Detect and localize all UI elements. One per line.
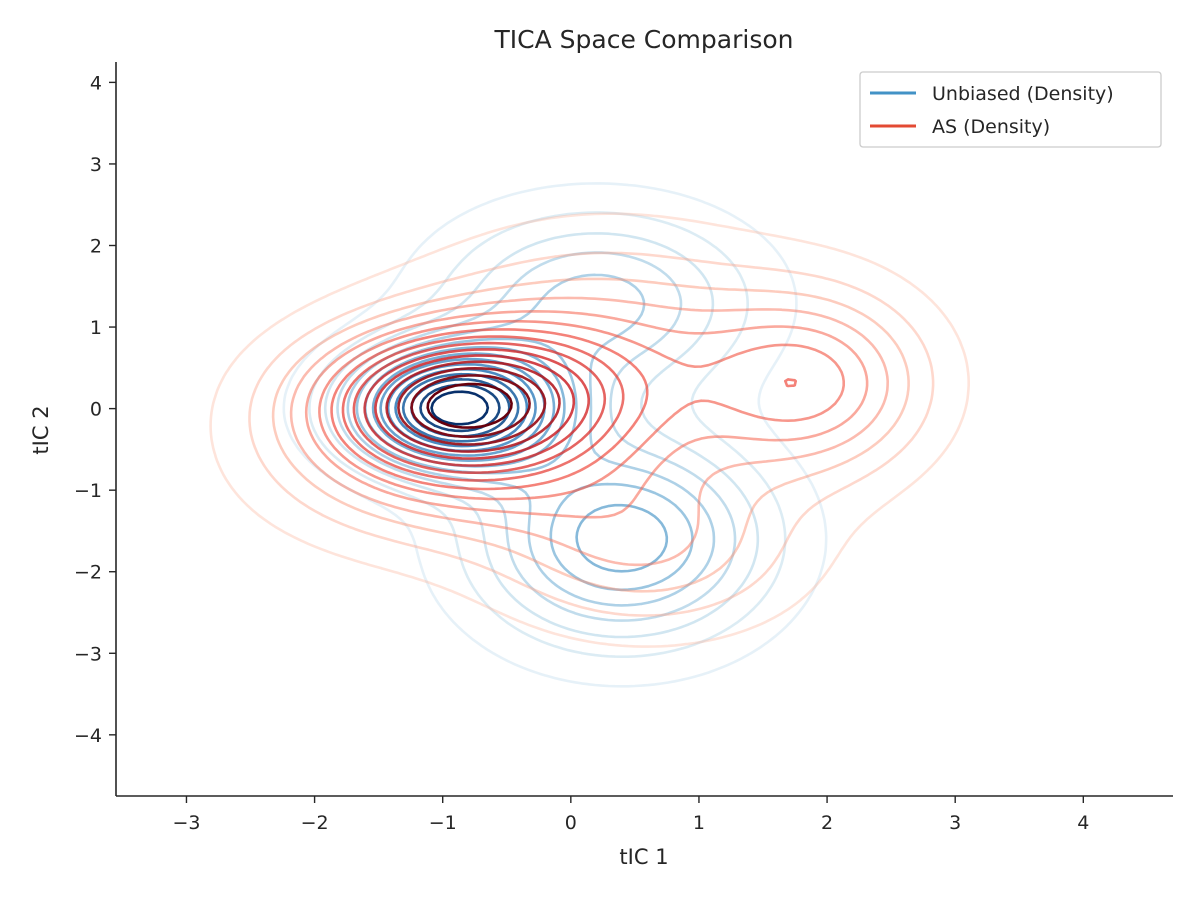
contour-level	[341, 335, 625, 482]
chart-title: TICA Space Comparison	[494, 25, 794, 54]
x-tick-label: 4	[1077, 812, 1089, 834]
contour-level	[430, 390, 490, 426]
y-axis-ticks: −4 −3 −2 −1 0 1 2 3 4	[74, 72, 116, 747]
y-tick-label: −4	[74, 725, 102, 747]
x-axis-ticks: −3 −2 −1 0 1 2 3 4	[172, 796, 1089, 834]
contour-level	[330, 328, 797, 491]
y-tick-label: 0	[90, 399, 102, 421]
contour-level	[355, 337, 694, 592]
contour-level	[426, 382, 513, 429]
x-axis-label: tIC 1	[619, 845, 668, 869]
x-tick-label: −2	[301, 812, 329, 834]
x-tick-label: −3	[172, 812, 200, 834]
contour-level	[410, 374, 531, 439]
legend: Unbiased (Density) AS (Density)	[859, 71, 1162, 148]
legend-label-unbiased: Unbiased (Density)	[932, 83, 1114, 105]
contour-level	[289, 296, 889, 567]
legend-label-as: AS (Density)	[932, 116, 1050, 138]
contour-level	[363, 348, 590, 467]
legend-box	[859, 71, 1162, 148]
contour-level	[379, 357, 546, 457]
contour-level	[209, 212, 970, 648]
contour-level	[304, 310, 869, 519]
y-tick-label: 2	[90, 236, 102, 258]
y-tick-label: −1	[74, 480, 102, 502]
x-tick-label: 2	[821, 812, 833, 834]
contour-level	[385, 360, 561, 453]
contour-level	[308, 211, 787, 658]
x-tick-label: −1	[429, 812, 457, 834]
y-tick-label: 3	[90, 154, 102, 176]
y-tick-label: −3	[74, 643, 102, 665]
contour-level	[248, 251, 935, 617]
y-axis-label: tIC 2	[29, 405, 53, 454]
x-tick-label: 1	[693, 812, 705, 834]
as-density-contours	[209, 212, 970, 648]
y-tick-label: 1	[90, 317, 102, 339]
x-tick-label: 0	[565, 812, 577, 834]
contour-level	[282, 182, 828, 688]
contour-level	[318, 319, 845, 501]
y-tick-label: −2	[74, 562, 102, 584]
contour-level	[352, 341, 607, 474]
contour-level	[401, 372, 520, 443]
contour-level	[374, 354, 576, 460]
x-tick-label: 3	[949, 812, 961, 834]
contour-level	[397, 367, 547, 446]
contour-level	[271, 277, 910, 593]
y-tick-label: 4	[90, 72, 102, 94]
plot-area	[209, 182, 970, 688]
